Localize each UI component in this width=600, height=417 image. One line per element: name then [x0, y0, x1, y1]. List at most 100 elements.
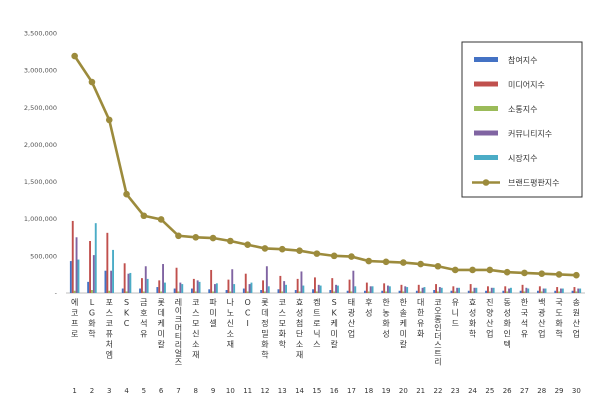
line-point: [555, 271, 563, 278]
x-category-number: 22: [433, 387, 442, 395]
bar: [506, 291, 509, 293]
x-category-number: 16: [330, 387, 339, 395]
bar: [385, 291, 387, 293]
bar: [423, 287, 426, 293]
bar: [456, 287, 459, 293]
bar: [177, 291, 180, 293]
bar: [417, 284, 420, 293]
bar: [262, 280, 264, 293]
y-tick-label: 2,500,000: [24, 104, 57, 112]
bar: [487, 286, 489, 293]
bar: [71, 220, 74, 293]
bar: [525, 287, 528, 293]
line-point: [278, 245, 286, 253]
bar: [415, 290, 418, 293]
legend-swatch: [474, 155, 498, 160]
bar: [162, 264, 164, 293]
bar: [471, 291, 474, 293]
bar: [227, 279, 230, 293]
line-point: [400, 259, 407, 266]
x-category-number: 28: [537, 387, 546, 395]
bar: [196, 280, 199, 293]
line-point: [140, 212, 148, 220]
bar: [231, 269, 234, 293]
line-point: [521, 269, 528, 277]
bar: [504, 286, 507, 293]
x-category-number: 2: [90, 387, 94, 395]
x-category-number: 18: [364, 387, 373, 395]
line-point: [192, 233, 200, 241]
bar: [212, 291, 214, 293]
bar: [402, 291, 405, 293]
bar: [519, 290, 522, 293]
x-category-number: 12: [260, 387, 269, 395]
line-point: [348, 253, 355, 260]
bar: [281, 291, 284, 293]
bar: [75, 237, 78, 293]
x-category-number: 10: [226, 387, 235, 395]
bar: [544, 288, 547, 293]
bar: [556, 287, 559, 293]
bar: [215, 283, 218, 293]
x-category-number: 8: [194, 387, 198, 395]
bar: [104, 270, 107, 293]
x-category-number: 9: [211, 387, 215, 395]
bar: [260, 290, 263, 293]
bar: [94, 223, 97, 293]
bar: [181, 284, 184, 293]
bar: [473, 287, 476, 293]
bar: [523, 291, 526, 293]
x-category-number: 13: [278, 387, 287, 395]
x-category-number: 27: [520, 387, 529, 395]
x-category-number: 21: [416, 387, 425, 395]
legend-label: 시장지수: [508, 153, 537, 163]
x-category-number: 15: [312, 387, 321, 395]
bar: [467, 290, 470, 293]
bar: [381, 290, 384, 293]
bar: [229, 291, 232, 293]
x-category-number: 20: [399, 387, 408, 395]
bar: [527, 288, 530, 293]
bar: [210, 269, 213, 293]
bar: [560, 288, 562, 293]
bar: [573, 287, 576, 293]
x-category-number: 11: [243, 387, 252, 395]
bar: [244, 273, 247, 293]
bar: [365, 282, 368, 293]
line-point: [417, 260, 424, 268]
line-point: [486, 266, 494, 274]
line-point: [105, 116, 113, 124]
bar: [433, 290, 436, 293]
bar: [488, 291, 491, 293]
bar: [214, 284, 216, 293]
bar: [348, 279, 351, 293]
bar: [129, 272, 132, 293]
x-category-number: 3: [107, 387, 111, 395]
bar: [248, 284, 251, 293]
y-tick-label: 1,500,000: [24, 178, 57, 186]
line-point: [365, 257, 373, 265]
bar: [490, 287, 493, 293]
line-point: [88, 78, 96, 86]
bar: [246, 291, 249, 293]
bar: [233, 284, 236, 293]
bar: [352, 270, 355, 293]
bar: [285, 284, 287, 293]
bar: [267, 286, 270, 293]
bar: [333, 291, 336, 293]
bar-marks: [69, 220, 582, 293]
bar: [492, 287, 495, 293]
bar: [160, 291, 163, 293]
legend-box: [461, 41, 583, 198]
bar: [575, 291, 578, 293]
bar: [508, 288, 510, 293]
